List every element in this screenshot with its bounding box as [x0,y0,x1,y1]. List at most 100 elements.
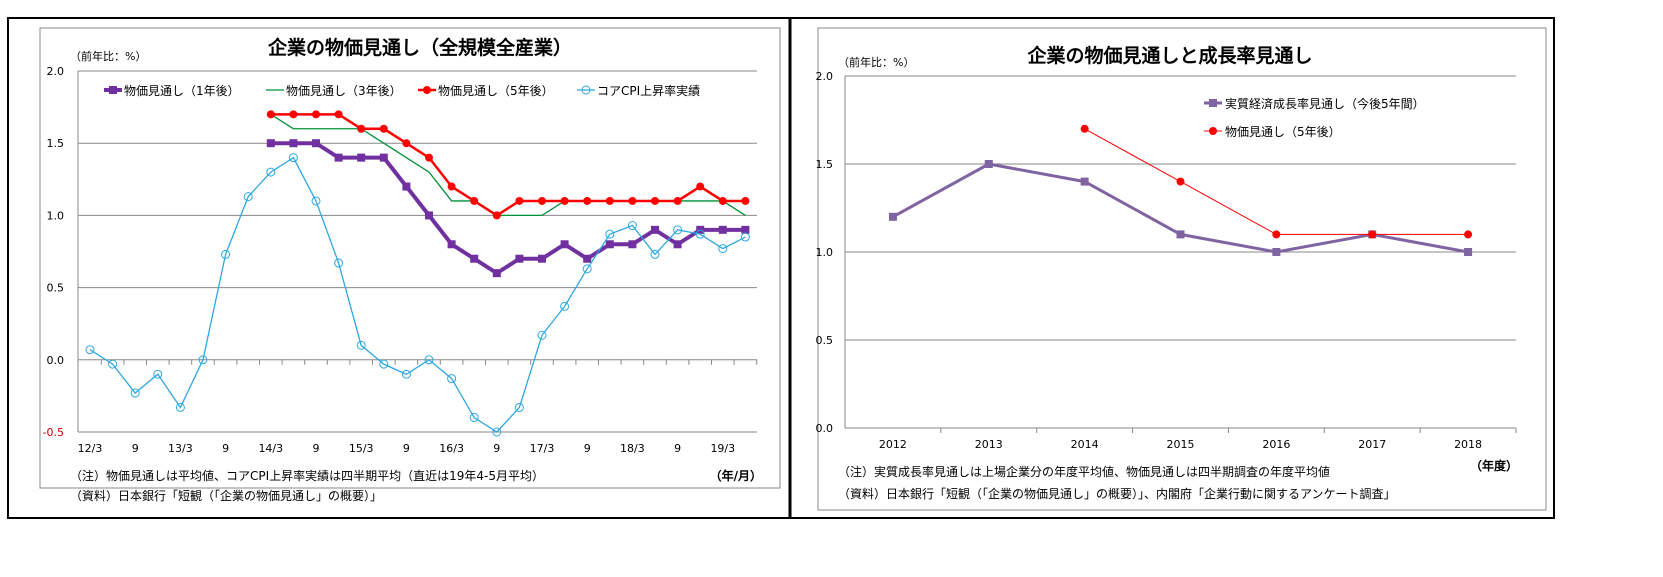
data-point-circle [515,196,524,205]
data-point-circle [357,124,366,133]
y-tick-label: 0.5 [47,282,65,295]
data-point-open-circle [288,153,298,163]
x-tick-label: 2012 [879,438,907,451]
right-source: （資料）日本銀行「短観（「企業の物価見通し」の概要）」、内閣府「企業行動に関する… [838,486,1396,501]
data-point-square [425,211,433,220]
y-tick-label: 2.0 [47,65,65,78]
data-point-square [984,160,993,168]
data-point-circle [718,196,727,205]
data-point-square [334,153,343,162]
x-tick-label: 2016 [1262,438,1290,451]
data-point-square [515,254,524,263]
data-point-circle [312,110,320,119]
data-point-circle [470,196,479,205]
y-tick-label: 1.0 [816,246,834,259]
series-line [1084,128,1469,235]
data-point-open-circle [198,355,208,365]
data-point-square [1080,177,1089,186]
data-point-circle [583,196,592,205]
data-point-open-circle [581,85,591,95]
left-note: （注）物価見通しは平均値、コアCPI上昇率実績は四半期平均（直近は19年4-5月… [70,468,544,483]
right-y-unit: （前年比：%） [838,55,914,69]
y-tick-label: 1.0 [47,209,65,222]
data-point-square [1176,230,1185,239]
data-point-square [628,240,637,249]
data-point-circle [1209,127,1217,135]
data-point-open-circle [560,301,570,311]
x-tick-label: 2015 [1167,438,1195,451]
data-point-open-circle [311,196,321,206]
data-point-open-circle [673,225,683,235]
left-source: （資料）日本銀行「短観（「企業の物価見通し」の概要）」 [70,488,382,503]
legend-label: 物価見通し（5年後） [438,84,554,98]
data-point-square [1464,248,1473,256]
data-point-circle [605,196,614,205]
data-point-square [741,225,750,234]
data-point-open-circle [605,229,615,239]
data-point-open-circle [221,249,231,259]
data-point-open-circle [650,249,660,259]
data-point-open-circle [334,258,344,268]
y-tick-label: 1.5 [816,158,834,171]
data-point-open-circle [401,369,411,379]
data-point-circle [1272,230,1281,239]
data-point-square [402,182,411,191]
legend-label: 物価見通し（1年後） [124,84,240,98]
x-tick-label: 9 [584,442,591,455]
data-point-circle [560,196,569,205]
y-tick-label: 0.0 [816,422,834,435]
data-point-circle [538,196,546,205]
data-point-open-circle [447,374,457,384]
data-point-open-circle [85,345,95,355]
data-point-square [312,139,320,148]
legend-label: 物価見通し（5年後） [1225,125,1341,139]
legend-label: 実質経済成長率見通し（今後5年間） [1225,96,1425,111]
legend-label: 物価見通し（3年後） [286,84,402,98]
right-chart-title: 企業の物価見通しと成長率見通し [1026,44,1312,67]
x-tick-label: 13/3 [168,442,193,455]
x-tick-label: 9 [222,442,229,455]
y-tick-label: 0.0 [47,354,65,367]
data-point-circle [628,196,637,205]
data-point-open-circle [537,330,547,340]
data-point-open-circle [130,388,140,398]
left-y-unit: （前年比：%） [70,49,146,63]
data-point-square [357,153,366,162]
data-point-circle [1176,177,1185,186]
x-tick-label: 9 [674,442,681,455]
data-point-circle [1368,230,1377,239]
data-point-open-circle [266,167,276,177]
data-point-open-circle [492,427,502,437]
data-point-square [109,86,117,94]
data-point-circle [266,110,275,119]
left-chart: 2.0 1.5 1.0 0.5 0.0 -0.5 12/3 9 13/3 9 14/3 9 15/3 9 1… [43,65,758,455]
x-tick-label: 2014 [1071,438,1099,451]
y-tick-label: 2.0 [816,70,834,83]
data-point-circle [673,196,682,205]
data-point-open-circle [740,232,750,242]
x-tick-label: 15/3 [349,442,374,455]
series-line [270,113,746,217]
data-point-square [605,240,614,249]
data-point-open-circle [153,369,163,379]
legend-label: コアCPI上昇率実績 [597,83,700,98]
y-tick-label: 1.5 [47,137,65,150]
data-point-open-circle [175,402,185,412]
data-point-circle [425,153,433,162]
data-point-circle [379,124,388,133]
right-chart: 2.0 1.5 1.0 0.5 0.0 2012 2013 2014 2015 2016 2017 2… [816,70,1517,451]
data-point-open-circle [582,264,592,274]
data-point-square [538,254,546,263]
right-chart-frame [817,27,1547,511]
data-point-square [1272,248,1281,256]
data-point-circle [423,86,431,94]
x-tick-label: 9 [403,442,410,455]
data-point-square [1209,99,1217,107]
data-point-square [673,240,682,249]
x-tick-label: 12/3 [78,442,103,455]
x-tick-label: 9 [132,442,139,455]
data-point-circle [651,196,659,205]
series-line [892,162,1469,254]
